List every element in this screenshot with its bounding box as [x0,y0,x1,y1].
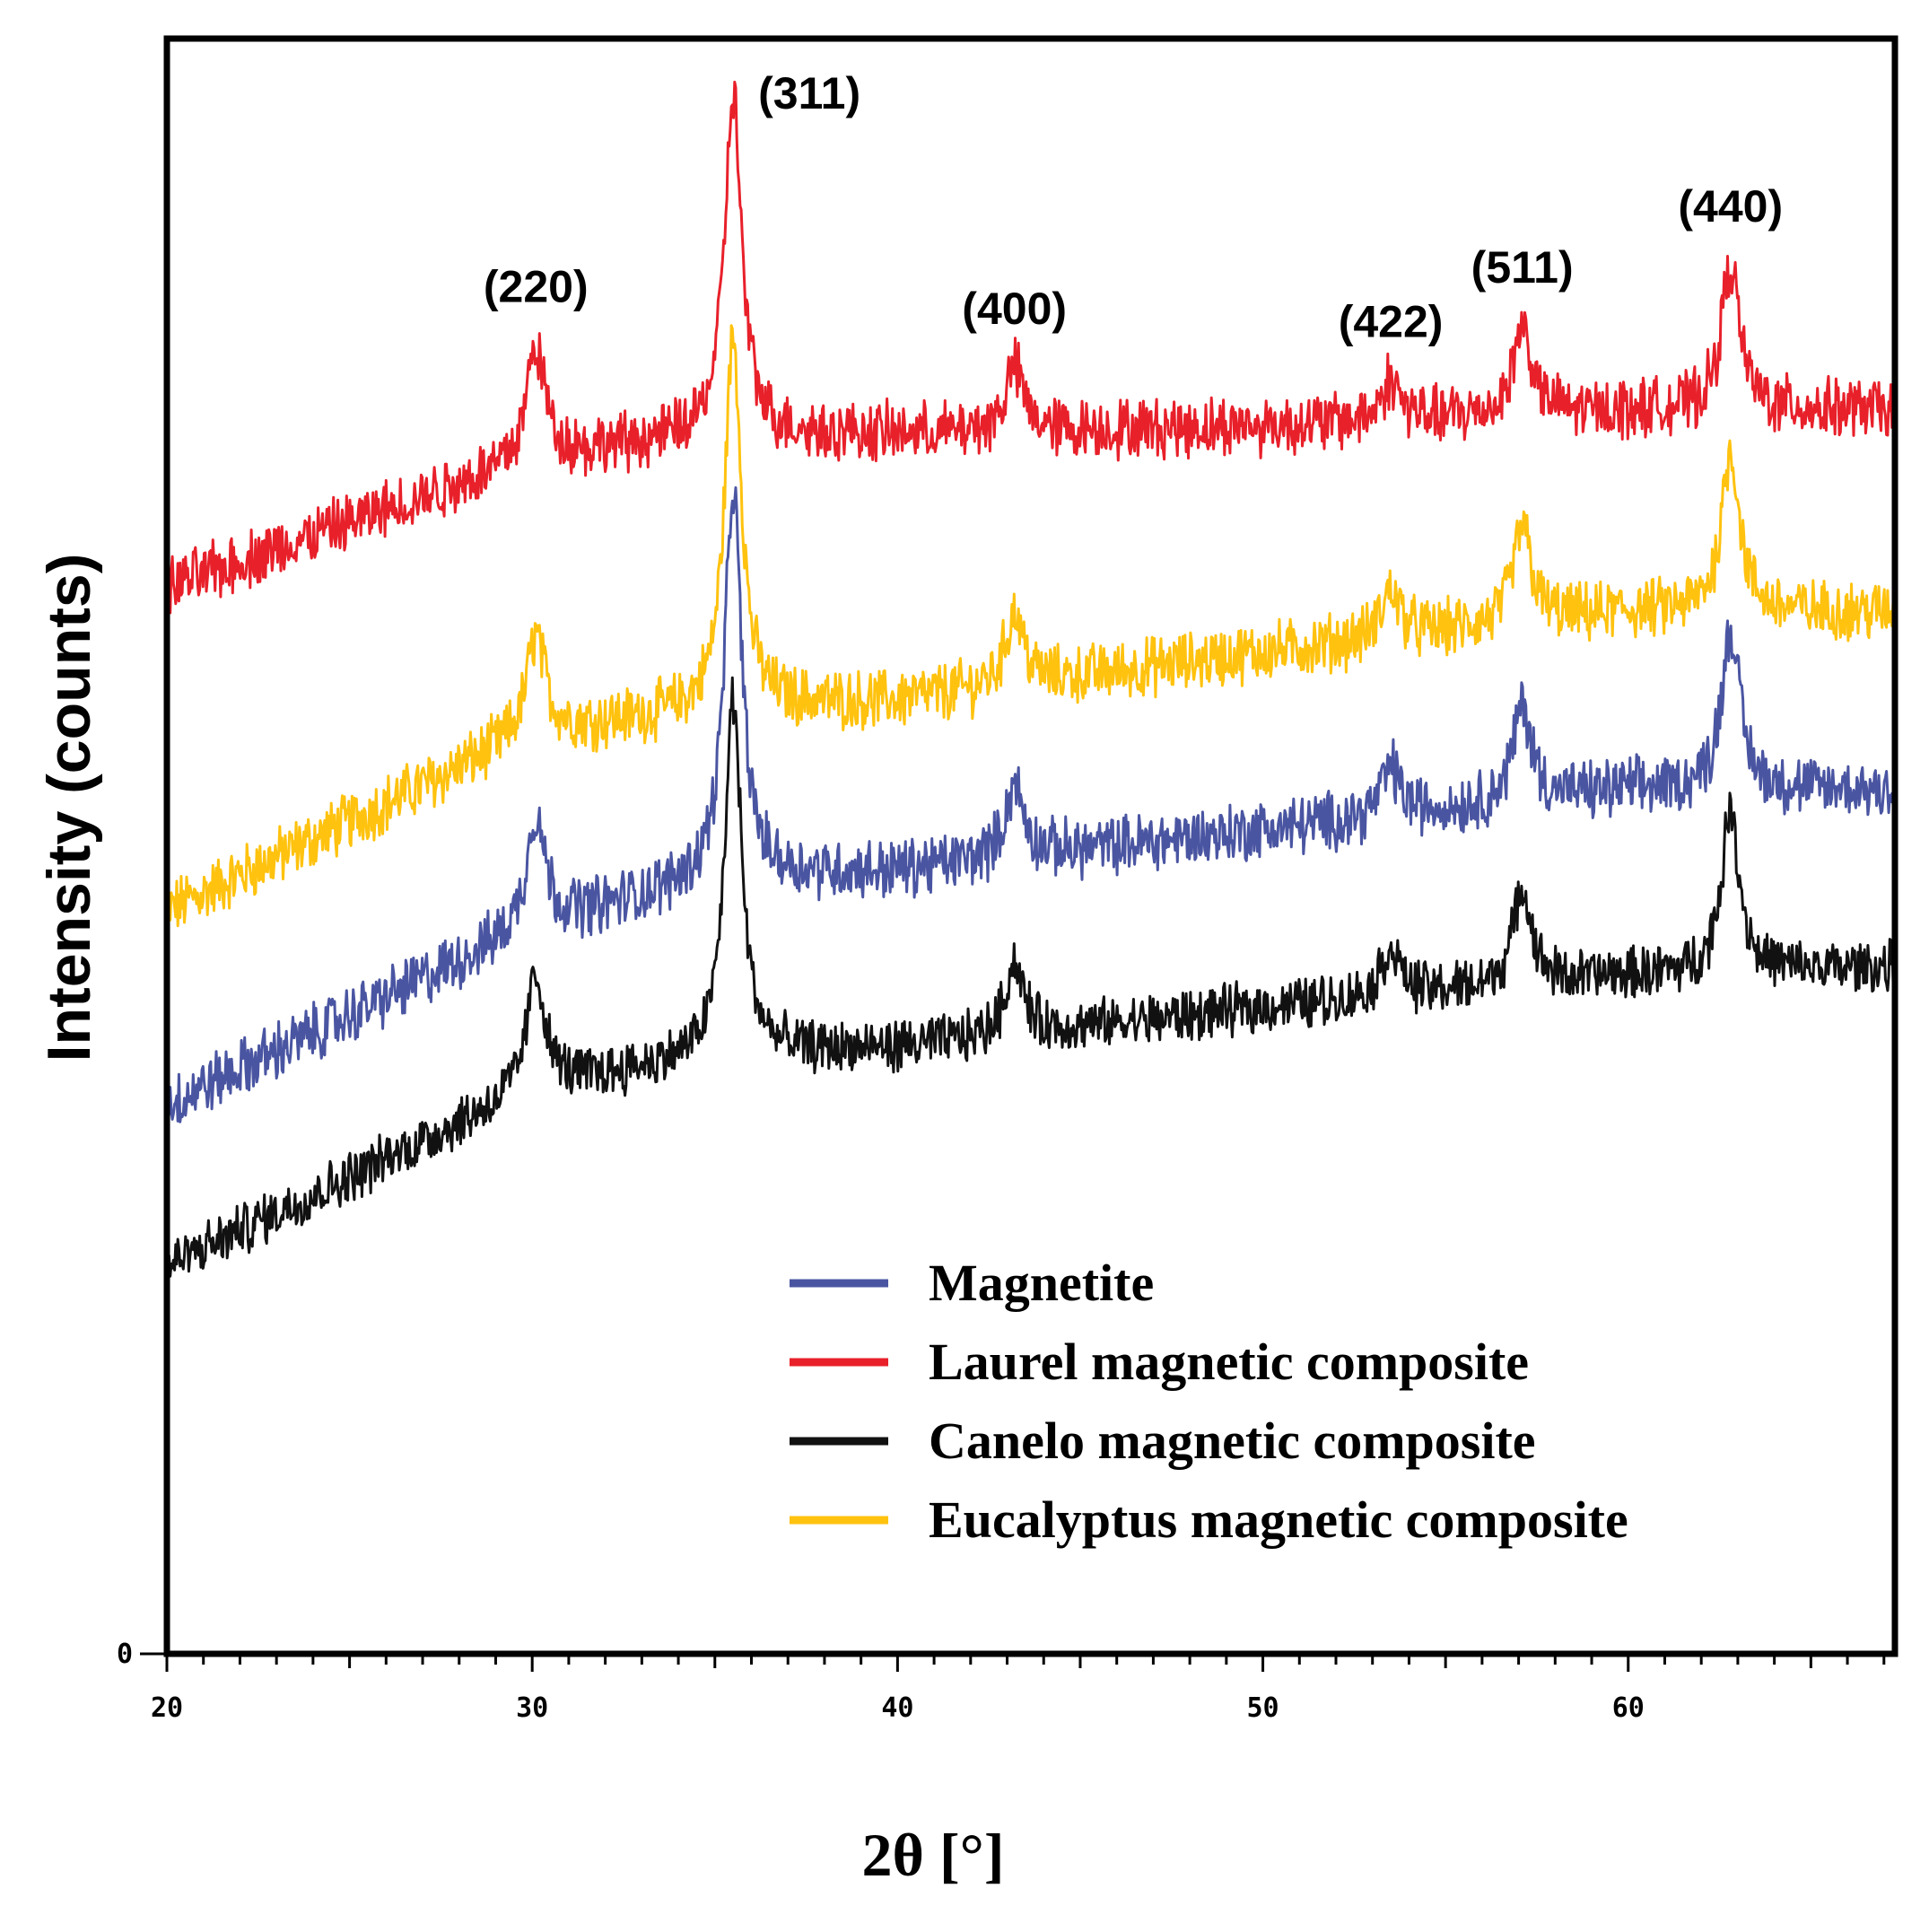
peak-labels: (220) (311) (400) (422) (511) (440) [484,68,1783,347]
peak-label: (422) [1339,297,1444,347]
peak-label: (511) [1471,242,1574,293]
legend-entry: Eucalyptus magnetic composite [929,1491,1628,1549]
legend-entry: Magnetite [929,1254,1154,1312]
plot-frame [163,35,1898,1657]
x-tick-label: 40 [881,1692,913,1724]
x-tick-label: 20 [151,1692,183,1724]
series-line-magnetite [165,485,1896,1128]
y-axis-label: Intensity (counts) [35,554,103,1062]
legend-entry: Laurel magnetic composite [929,1333,1529,1391]
series-line-eucalyptus-magnetic-composite [165,324,1896,928]
peak-label: (311) [758,68,860,118]
legend-entry: Canelo magnetic composite [929,1412,1536,1470]
x-axis-label: 2θ [°] [862,1821,1005,1889]
series-layer [165,80,1896,1278]
legend: Magnetite Laurel magnetic composite Canelo… [790,1254,1628,1549]
x-tick-label: 60 [1612,1692,1645,1724]
series-line-laurel-magnetic-composite [165,80,1896,615]
x-tick-label: 30 [516,1692,548,1724]
x-tick-label: 50 [1247,1692,1279,1724]
axis-layer: 20 30 40 50 60 0 [117,1639,1886,1724]
y-tick-label: 0 [117,1639,133,1670]
series-line-canelo-magnetic-composite [165,676,1896,1278]
peak-label: (220) [484,261,589,311]
peak-label: (400) [962,284,1067,334]
peak-label: (440) [1678,181,1783,232]
